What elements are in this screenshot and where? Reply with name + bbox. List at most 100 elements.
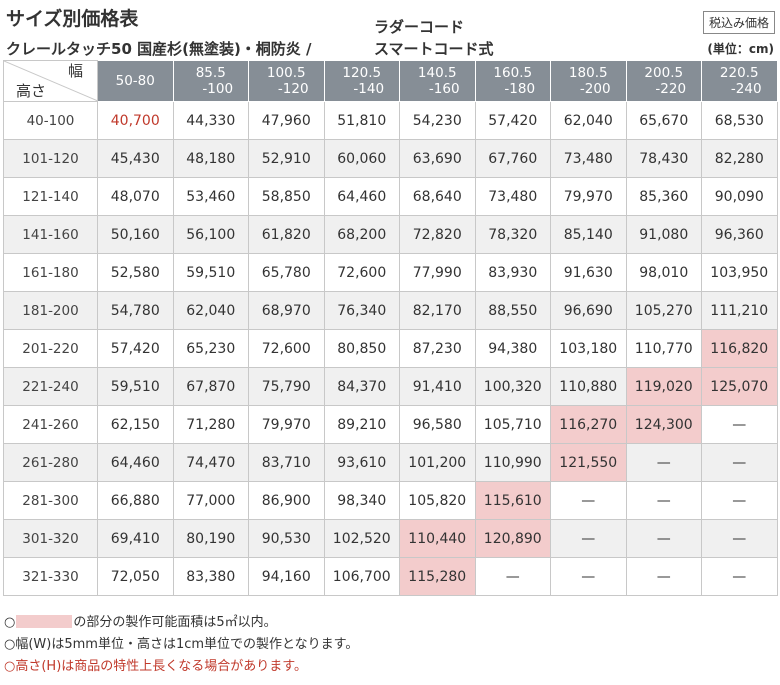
price-cell: 105,270 <box>625 291 702 330</box>
price-table-body: 40-100 40,700 44,330 47,960 51,810 54,230 57,4… <box>3 101 778 596</box>
price-cell: 79,970 <box>550 177 627 216</box>
price-cell: 94,380 <box>474 329 551 368</box>
height-range-cell: 121-140 <box>3 177 98 216</box>
price-cell: 68,640 <box>399 177 476 216</box>
price-cell: 40,700 <box>97 101 174 140</box>
price-cell: 121,550 <box>550 443 627 482</box>
width-range-start: 50-80 <box>115 73 155 89</box>
cord-type-ladder: ラダーコード <box>374 18 465 36</box>
price-cell: — <box>550 557 627 596</box>
table-row: 181-200 54,780 62,040 68,970 76,340 82,170 88,… <box>3 291 778 330</box>
price-cell: — <box>701 557 778 596</box>
table-row: 261-280 64,460 74,470 83,710 93,610 101,200 11… <box>3 443 778 482</box>
price-cell: 48,180 <box>172 139 249 178</box>
price-cell: 93,610 <box>323 443 400 482</box>
price-cell: 60,060 <box>323 139 400 178</box>
height-range-cell: 281-300 <box>3 481 98 520</box>
price-cell: 78,430 <box>625 139 702 178</box>
price-cell: 52,580 <box>97 253 174 292</box>
price-cell: — <box>625 481 702 520</box>
width-range-end: -220 <box>655 81 687 97</box>
width-range-end: -140 <box>353 81 385 97</box>
price-cell: 78,320 <box>474 215 551 254</box>
height-range-cell: 241-260 <box>3 405 98 444</box>
width-range-start: 220.5 <box>719 65 759 81</box>
price-cell: 58,850 <box>248 177 325 216</box>
price-cell: 89,210 <box>323 405 400 444</box>
price-cell: 59,510 <box>172 253 249 292</box>
price-cell: 59,510 <box>97 367 174 406</box>
table-row: 121-140 48,070 53,460 58,850 64,460 68,640 73,… <box>3 177 778 216</box>
width-header-cell: 200.5 -220 <box>625 60 702 102</box>
notes-section: ○ の部分の製作可能面積は5㎡以内。 ○幅(W)は5mm単位・高さは1cm単位での… <box>4 612 358 678</box>
tax-included-badge: 税込み価格 <box>702 11 775 34</box>
price-cell: 98,010 <box>625 253 702 292</box>
price-cell: 63,690 <box>399 139 476 178</box>
width-header-cell: 140.5 -160 <box>399 60 476 102</box>
price-cell: 72,050 <box>97 557 174 596</box>
price-cell: 115,280 <box>399 557 476 596</box>
price-cell: 67,760 <box>474 139 551 178</box>
price-cell: 62,040 <box>172 291 249 330</box>
price-cell: 111,210 <box>701 291 778 330</box>
width-header-cell: 120.5 -140 <box>323 60 400 102</box>
price-cell: 80,850 <box>323 329 400 368</box>
price-cell: 57,420 <box>97 329 174 368</box>
price-cell: 71,280 <box>172 405 249 444</box>
price-cell: 115,610 <box>474 481 551 520</box>
price-cell: 85,140 <box>550 215 627 254</box>
highlight-legend-swatch <box>16 615 73 628</box>
price-cell: 80,190 <box>172 519 249 558</box>
price-cell: 82,170 <box>399 291 476 330</box>
height-range-cell: 221-240 <box>3 367 98 406</box>
price-cell: 79,970 <box>248 405 325 444</box>
price-cell: 72,600 <box>323 253 400 292</box>
price-cell: 86,900 <box>248 481 325 520</box>
price-cell: 72,600 <box>248 329 325 368</box>
table-row: 301-320 69,410 80,190 90,530 102,520 110,440 1… <box>3 519 778 558</box>
height-range-cell: 141-160 <box>3 215 98 254</box>
price-cell: 73,480 <box>550 139 627 178</box>
price-cell: 48,070 <box>97 177 174 216</box>
note-height-warning: ○高さ(H)は商品の特性上長くなる場合があります。 <box>4 659 307 674</box>
cord-type-smart: スマートコード式 <box>374 40 494 58</box>
width-header-row: 幅 高さ 50-80 85.5 -100 100.5 -120 120.5 -140 140.… <box>3 60 778 102</box>
price-cell: 73,480 <box>474 177 551 216</box>
price-cell: 85,360 <box>625 177 702 216</box>
price-cell: — <box>625 443 702 482</box>
table-row: 241-260 62,150 71,280 79,970 89,210 96,580 105… <box>3 405 778 444</box>
width-header-cell: 100.5 -120 <box>248 60 325 102</box>
height-range-cell: 321-330 <box>3 557 98 596</box>
width-range-start: 200.5 <box>644 65 684 81</box>
table-row: 321-330 72,050 83,380 94,160 106,700 115,280—… <box>3 557 778 596</box>
price-cell: 110,770 <box>625 329 702 368</box>
price-cell: 105,710 <box>474 405 551 444</box>
price-cell: 62,150 <box>97 405 174 444</box>
product-subtitle: クレールタッチ50 国産杉(無塗装)・桐防炎 / <box>6 40 312 58</box>
price-cell: 84,370 <box>323 367 400 406</box>
note-unit-steps: ○幅(W)は5mm単位・高さは1cm単位での製作となります。 <box>4 637 359 652</box>
price-cell: 91,080 <box>625 215 702 254</box>
width-range-start: 140.5 <box>417 65 457 81</box>
price-cell: — <box>701 481 778 520</box>
width-range-end: -160 <box>428 81 460 97</box>
price-cell: 91,410 <box>399 367 476 406</box>
price-cell: 65,230 <box>172 329 249 368</box>
price-cell: 96,360 <box>701 215 778 254</box>
width-range-end: -200 <box>579 81 611 97</box>
price-cell: — <box>625 519 702 558</box>
price-cell: 77,990 <box>399 253 476 292</box>
table-corner-cell: 幅 高さ <box>3 60 98 102</box>
table-row: 40-100 40,700 44,330 47,960 51,810 54,230 57,4… <box>3 101 778 140</box>
price-cell: — <box>550 519 627 558</box>
price-cell: 116,270 <box>550 405 627 444</box>
table-row: 141-160 50,160 56,100 61,820 68,200 72,820 78,… <box>3 215 778 254</box>
price-cell: 96,690 <box>550 291 627 330</box>
price-cell: 87,230 <box>399 329 476 368</box>
width-range-start: 160.5 <box>493 65 533 81</box>
price-cell: 124,300 <box>625 405 702 444</box>
height-range-cell: 201-220 <box>3 329 98 368</box>
price-cell: 75,790 <box>248 367 325 406</box>
price-cell: 74,470 <box>172 443 249 482</box>
price-cell: 98,340 <box>323 481 400 520</box>
